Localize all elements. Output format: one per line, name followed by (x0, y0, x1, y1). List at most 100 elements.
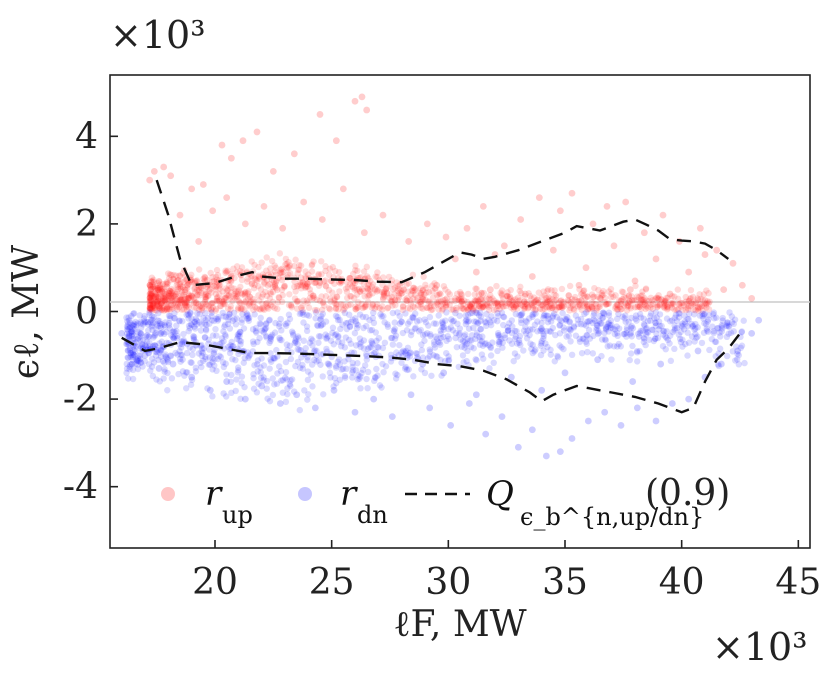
data-point-r-up (558, 285, 566, 293)
data-point-r-dn (253, 329, 260, 336)
data-point-r-dn (251, 362, 258, 369)
data-point-r-dn (143, 338, 150, 346)
data-point-r-up (417, 289, 424, 297)
data-point-r-up (460, 306, 468, 313)
data-point-r-dn (277, 315, 284, 323)
data-point-r-dn (331, 332, 338, 339)
data-point-r-up (188, 185, 196, 193)
data-point-r-up (163, 283, 170, 290)
data-point-r-dn (705, 312, 713, 319)
data-point-r-dn (277, 367, 285, 375)
data-point-r-up (546, 295, 553, 302)
data-point-r-up (183, 299, 190, 306)
data-point-r-up (618, 288, 626, 295)
data-point-r-up (158, 298, 166, 305)
data-point-r-dn (256, 320, 264, 327)
data-point-r-dn (691, 338, 698, 345)
data-point-r-dn (682, 340, 689, 348)
data-point-r-dn (347, 340, 355, 347)
data-point-r-up (528, 295, 535, 302)
data-point-r-up (246, 300, 254, 307)
data-point-r-dn (409, 314, 416, 321)
data-point-r-dn (226, 325, 234, 332)
data-point-r-up (388, 293, 396, 301)
data-point-r-dn (238, 373, 246, 380)
data-point-r-up (188, 292, 195, 300)
data-point-r-up (564, 296, 572, 304)
data-point-r-up (360, 229, 368, 237)
data-point-r-up (149, 277, 156, 285)
data-point-r-dn (647, 312, 654, 320)
data-point-r-dn (351, 408, 359, 416)
data-point-r-up (274, 286, 281, 294)
data-point-r-up (369, 302, 376, 309)
data-point-r-dn (297, 347, 304, 354)
data-point-r-dn (636, 329, 644, 337)
data-point-r-up (164, 304, 171, 311)
data-point-r-dn (643, 324, 650, 332)
data-point-r-dn (738, 329, 745, 336)
data-point-r-dn (319, 321, 327, 328)
data-point-r-dn (566, 326, 574, 333)
data-point-r-dn (206, 354, 213, 361)
data-point-r-up (332, 137, 340, 145)
data-point-r-dn (128, 360, 135, 368)
data-point-r-dn (254, 357, 262, 364)
data-point-r-dn (204, 385, 211, 392)
data-point-r-dn (450, 317, 458, 325)
data-point-r-dn (329, 324, 337, 331)
x-axis-title: ℓF, MW (393, 604, 526, 645)
data-point-r-dn (165, 312, 173, 319)
data-point-r-up (466, 302, 473, 309)
data-point-r-dn (418, 346, 426, 354)
data-point-r-dn (403, 327, 411, 334)
data-point-r-up (174, 283, 182, 291)
data-point-r-up (347, 301, 354, 308)
data-point-r-up (150, 294, 158, 301)
data-point-r-up (478, 304, 485, 311)
data-point-r-up (507, 286, 514, 294)
data-point-r-up (417, 291, 425, 299)
data-point-r-dn (311, 347, 319, 354)
data-point-r-up (530, 294, 538, 301)
data-point-r-dn (141, 351, 149, 359)
data-point-r-dn (199, 345, 206, 352)
data-point-r-dn (632, 315, 639, 322)
data-point-r-up (543, 298, 551, 305)
data-point-r-up (167, 292, 174, 299)
data-point-r-up (153, 291, 160, 299)
data-point-r-dn (412, 324, 419, 331)
data-point-r-up (181, 300, 188, 307)
data-point-r-dn (723, 333, 731, 341)
data-point-r-up (474, 296, 481, 304)
data-point-r-up (227, 289, 235, 296)
data-point-r-up (633, 293, 641, 300)
data-point-r-up (339, 185, 347, 193)
data-point-r-up (203, 302, 210, 309)
data-point-r-up (195, 266, 203, 273)
data-point-r-dn (376, 382, 384, 389)
data-point-r-dn (324, 360, 332, 367)
data-point-r-dn (512, 333, 520, 340)
data-point-r-dn (136, 312, 143, 319)
data-point-r-dn (673, 317, 681, 325)
data-point-r-dn (136, 352, 144, 359)
data-point-r-up (649, 305, 657, 312)
data-point-r-up (595, 304, 602, 311)
data-point-r-up (556, 303, 564, 311)
data-point-r-up (652, 255, 660, 263)
data-point-r-up (458, 298, 465, 305)
data-point-r-up (590, 293, 598, 300)
data-point-r-up (448, 297, 455, 304)
data-point-r-dn (349, 316, 356, 323)
data-point-r-dn (495, 312, 502, 320)
data-point-r-dn (151, 342, 158, 349)
data-point-r-dn (218, 339, 225, 347)
data-point-r-dn (275, 363, 283, 370)
data-point-r-dn (538, 325, 545, 333)
data-point-r-dn (379, 344, 387, 352)
data-point-r-up (475, 291, 482, 298)
data-point-r-dn (153, 326, 160, 333)
data-point-r-up (619, 296, 626, 303)
data-point-r-up (335, 306, 342, 313)
